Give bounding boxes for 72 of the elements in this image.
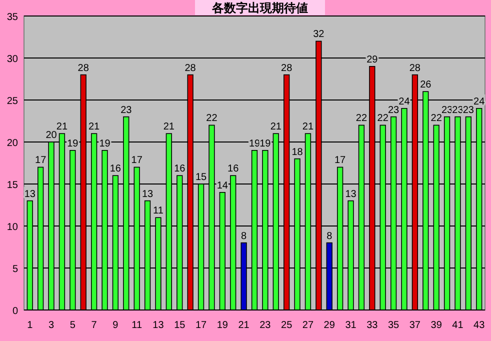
data-label: 21: [270, 122, 282, 133]
data-label: 15: [195, 172, 208, 183]
x-tick-label: 7: [91, 320, 98, 331]
y-tick-label: 30: [6, 54, 18, 65]
data-label: 8: [241, 230, 248, 242]
x-tick-label: 5: [70, 320, 76, 331]
chart-title: 各数字出現期待値: [211, 1, 308, 15]
y-tick-label: 10: [6, 222, 18, 233]
x-tick-label: 29: [324, 320, 336, 331]
data-label: 16: [174, 164, 186, 175]
x-tick-label: 41: [452, 320, 464, 331]
data-label: 11: [153, 206, 164, 217]
data-label: 23: [462, 104, 474, 116]
data-label: 17: [35, 155, 47, 166]
x-tick-label: 1: [27, 320, 34, 331]
data-label: 16: [110, 164, 122, 175]
data-label: 24: [474, 96, 486, 108]
x-tick-label: 3: [48, 320, 54, 331]
data-label: 8: [326, 230, 333, 242]
data-label: 28: [184, 62, 196, 74]
x-tick-label: 19: [216, 320, 228, 331]
x-tick-label: 39: [430, 320, 442, 331]
data-label: 17: [334, 155, 346, 166]
data-label: 26: [420, 80, 432, 91]
data-label: 21: [163, 122, 175, 133]
y-tick-label: 15: [6, 180, 18, 191]
data-label: 22: [356, 113, 368, 124]
x-tick-label: 33: [366, 320, 378, 331]
data-label: 24: [398, 96, 410, 108]
x-tick-label: 25: [281, 320, 293, 331]
x-tick-label: 37: [409, 320, 421, 331]
data-label: 22: [206, 113, 218, 124]
x-tick-label: 17: [195, 320, 208, 331]
data-label: 14: [216, 180, 228, 192]
data-label: 23: [120, 104, 132, 116]
data-label: 21: [88, 122, 100, 133]
x-tick-label: 13: [152, 320, 164, 331]
x-tick-label: 43: [474, 320, 486, 331]
y-tick-label: 25: [6, 96, 18, 107]
data-label: 19: [67, 138, 79, 150]
x-tick-label: 9: [112, 320, 119, 331]
x-tick-label: 35: [388, 320, 400, 331]
data-label: 21: [302, 122, 314, 133]
data-label: 13: [142, 188, 154, 200]
x-tick-label: 23: [260, 320, 272, 331]
data-label: 29: [366, 54, 378, 66]
data-label: 19: [260, 138, 272, 150]
x-tick-label: 11: [132, 320, 142, 331]
data-label: 28: [281, 62, 293, 74]
y-tick-label: 0: [12, 306, 18, 317]
y-tick-label: 35: [6, 12, 18, 23]
data-label: 13: [345, 188, 357, 200]
x-tick-label: 15: [174, 320, 186, 331]
data-label: 20: [46, 130, 58, 141]
y-tick-label: 20: [6, 138, 18, 149]
data-label: 16: [228, 164, 240, 175]
x-tick-label: 21: [238, 320, 250, 331]
data-label: 21: [56, 122, 68, 133]
y-tick-label: 5: [12, 264, 18, 275]
data-label: 19: [99, 138, 111, 150]
data-label: 13: [24, 188, 36, 200]
x-tick-label: 27: [302, 320, 314, 331]
x-tick-label: 31: [345, 320, 357, 331]
data-label: 23: [388, 104, 400, 116]
data-label: 19: [248, 138, 260, 150]
data-label: 32: [313, 29, 325, 40]
data-label: 22: [430, 113, 442, 124]
data-label: 22: [377, 113, 389, 124]
data-label: 17: [131, 155, 143, 166]
data-label: 28: [78, 62, 90, 74]
data-label: 18: [292, 146, 304, 158]
data-label: 28: [409, 62, 421, 74]
